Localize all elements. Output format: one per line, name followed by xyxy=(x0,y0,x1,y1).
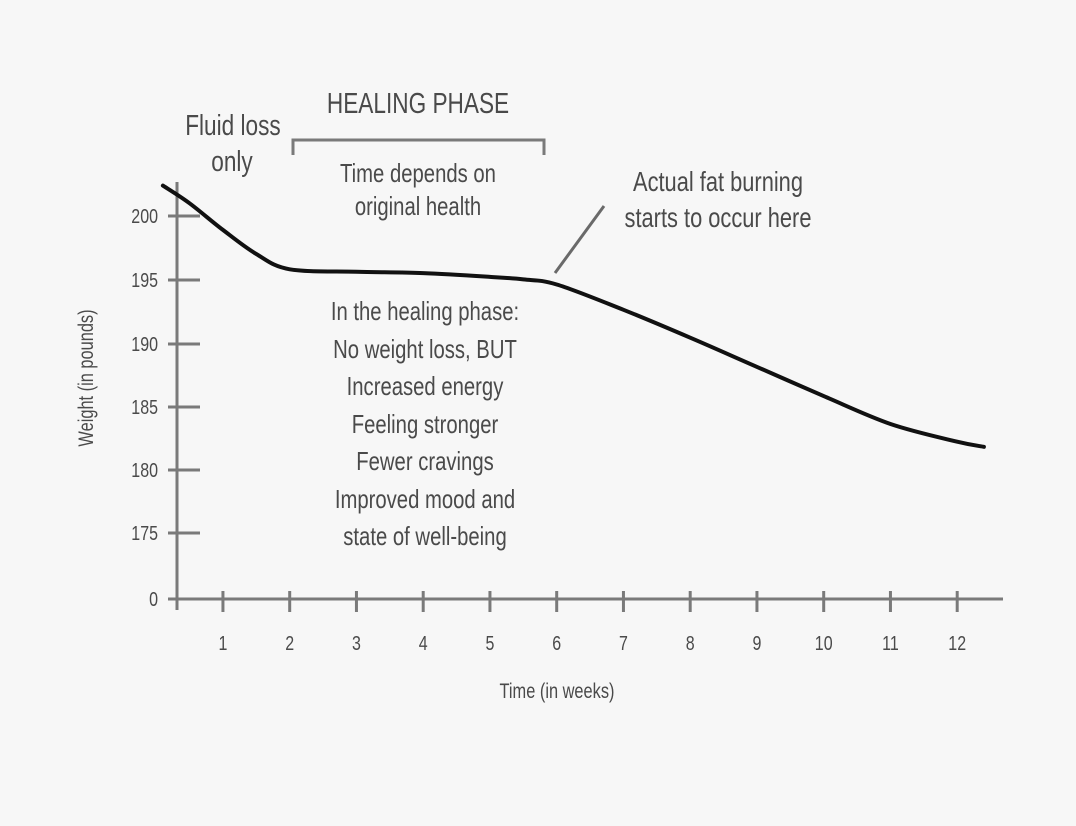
fluid-loss-line-1: Fluid loss xyxy=(185,110,281,142)
healing-list-item: No weight loss, BUT xyxy=(333,333,517,364)
healing-phase-title: HEALING PHASE xyxy=(326,88,510,120)
y-tick-label: 200 xyxy=(131,205,158,227)
x-tick-label: 6 xyxy=(552,632,561,654)
x-tick-label: 9 xyxy=(752,632,761,654)
x-tick-label: 7 xyxy=(619,632,628,654)
y-tick-label: 185 xyxy=(131,396,158,418)
y-tick-label: 190 xyxy=(131,333,158,355)
healing-list-item: Feeling stronger xyxy=(351,408,499,439)
time-depends-line-1: Time depends on xyxy=(340,158,496,188)
time-depends-label: Time depends on original health xyxy=(326,157,510,223)
healing-phase-bracket xyxy=(291,138,546,155)
y-ticks: 0 175 180 185 190 195 200 xyxy=(131,205,200,610)
fluid-loss-label: Fluid loss only xyxy=(185,108,281,180)
x-ticks: 1 2 3 4 5 6 7 8 9 10 11 12 xyxy=(218,591,966,654)
x-tick-label: 1 xyxy=(218,632,227,654)
y-tick-label: 195 xyxy=(131,269,158,291)
healing-list-item: Fewer cravings xyxy=(356,446,494,476)
x-tick-label: 8 xyxy=(686,632,695,654)
fat-burning-leader-line xyxy=(553,205,606,274)
x-tick-label: 3 xyxy=(352,632,361,654)
time-depends-line-2: original health xyxy=(354,191,482,221)
fat-burning-line-1: Actual fat burning xyxy=(633,166,803,197)
x-tick-label: 5 xyxy=(485,632,494,654)
healing-phase-benefits-list: In the healing phase: No weight loss, BU… xyxy=(320,293,531,556)
weight-curve xyxy=(160,183,986,449)
x-axis-label: Time (in weeks) xyxy=(500,679,615,702)
healing-list-item: Increased energy xyxy=(346,371,504,401)
x-tick-label: 4 xyxy=(419,632,428,654)
y-tick-label: 175 xyxy=(131,522,158,544)
x-tick-label: 11 xyxy=(882,632,899,654)
x-tick-label: 12 xyxy=(948,632,966,654)
x-tick-label: 10 xyxy=(815,632,833,654)
fat-burning-line-2: starts to occur here xyxy=(624,202,812,233)
healing-list-item: state of well-being xyxy=(343,521,507,551)
healing-list-item: Improved mood and xyxy=(334,483,516,514)
healing-list-item: In the healing phase: xyxy=(330,296,520,326)
x-tick-label: 2 xyxy=(285,632,294,654)
y-tick-label: 180 xyxy=(131,459,158,481)
y-tick-label: 0 xyxy=(149,588,158,610)
y-axis-label: Weight (in pounds) xyxy=(74,309,97,446)
fat-burning-label: Actual fat burning starts to occur here xyxy=(624,164,812,236)
fluid-loss-line-2: only xyxy=(211,146,253,178)
